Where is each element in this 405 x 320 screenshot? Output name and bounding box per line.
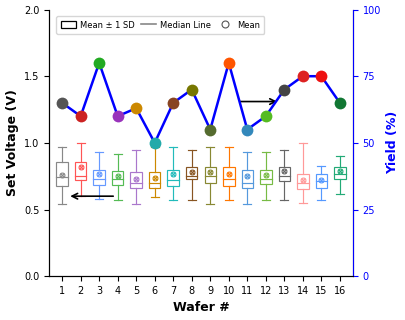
Legend: Mean ± 1 SD, Median Line, Mean: Mean ± 1 SD, Median Line, Mean (56, 16, 264, 34)
Bar (186, 167, 198, 179)
Y-axis label: Set Voltage (V): Set Voltage (V) (6, 89, 19, 196)
Bar (279, 167, 290, 181)
Bar (315, 174, 327, 188)
X-axis label: Wafer #: Wafer # (173, 301, 229, 315)
Bar (260, 170, 271, 184)
Bar (112, 171, 124, 185)
Bar (149, 172, 160, 188)
Bar (223, 167, 234, 186)
Bar (94, 170, 105, 185)
Bar (241, 170, 253, 188)
Bar (334, 167, 345, 179)
Bar (168, 170, 179, 186)
Y-axis label: Yield (%): Yield (%) (386, 111, 399, 174)
Bar (297, 173, 309, 189)
Bar (75, 162, 86, 180)
Bar (56, 162, 68, 186)
Bar (130, 172, 142, 188)
Bar (205, 167, 216, 183)
